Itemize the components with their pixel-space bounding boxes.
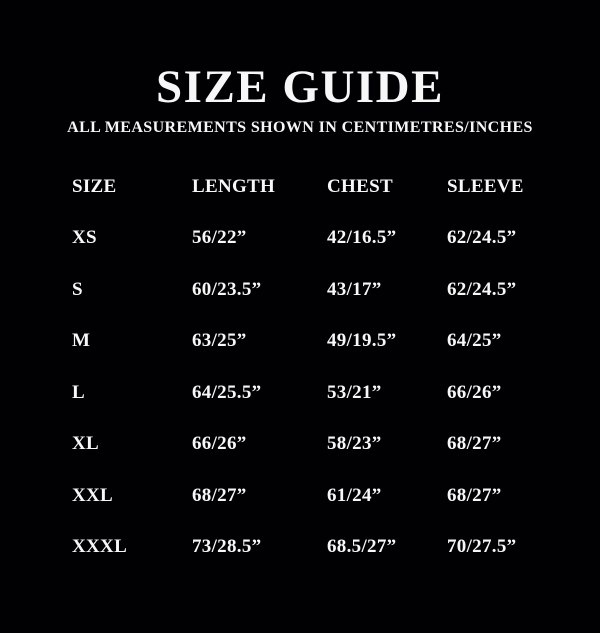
chest-cell: 68.5/27”: [327, 536, 397, 558]
column-header-length: LENGTH: [192, 175, 276, 197]
size-cell: M: [72, 330, 91, 352]
length-cell: 60/23.5”: [192, 278, 262, 300]
chest-cell: 43/17”: [327, 278, 382, 300]
sleeve-cell: 62/24.5”: [447, 278, 517, 300]
size-cell: XXL: [72, 484, 114, 506]
chest-cell: 42/16.5”: [327, 227, 397, 249]
length-cell: 63/25”: [192, 330, 247, 352]
chest-cell: 58/23”: [327, 433, 382, 455]
page-subtitle: ALL MEASUREMENTS SHOWN IN CENTIMETRES/IN…: [67, 119, 533, 136]
sleeve-cell: 66/26”: [447, 381, 502, 403]
size-cell: S: [72, 278, 83, 300]
chest-cell: 61/24”: [327, 484, 382, 506]
page-title: SIZE GUIDE: [156, 61, 444, 113]
size-table: SIZE LENGTH CHEST SLEEVE XS 56/22” 42/16…: [0, 161, 600, 573]
sleeve-cell: 64/25”: [447, 330, 502, 352]
column-header-sleeve: SLEEVE: [447, 175, 524, 197]
chest-cell: 49/19.5”: [327, 330, 397, 352]
chest-cell: 53/21”: [327, 381, 382, 403]
sleeve-cell: 68/27”: [447, 433, 502, 455]
length-cell: 68/27”: [192, 484, 247, 506]
sleeve-cell: 62/24.5”: [447, 227, 517, 249]
size-cell: XS: [72, 227, 97, 249]
length-cell: 64/25.5”: [192, 381, 262, 403]
size-cell: XXXL: [72, 536, 128, 558]
column-header-size: SIZE: [72, 175, 117, 197]
size-cell: XL: [72, 433, 99, 455]
sleeve-cell: 68/27”: [447, 484, 502, 506]
length-cell: 66/26”: [192, 433, 247, 455]
length-cell: 56/22”: [192, 227, 247, 249]
sleeve-cell: 70/27.5”: [447, 536, 517, 558]
size-cell: L: [72, 381, 85, 403]
length-cell: 73/28.5”: [192, 536, 262, 558]
column-header-chest: CHEST: [327, 175, 393, 197]
